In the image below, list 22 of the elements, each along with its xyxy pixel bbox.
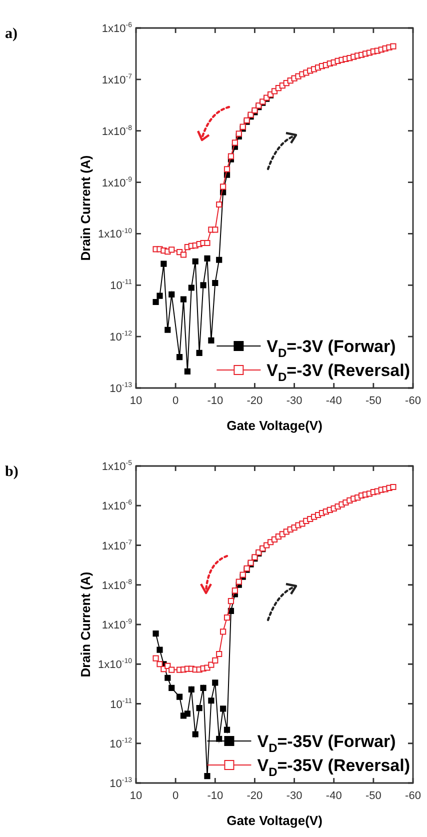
x-axis-title: Gate Voltage(V) xyxy=(226,813,322,828)
x-tick-label: 10 xyxy=(130,395,142,407)
x-tick-label: -10 xyxy=(207,395,224,407)
x-tick-label: 0 xyxy=(172,395,179,407)
x-tick-label: -60 xyxy=(405,790,421,802)
y-axis-title: Drain Current (A) xyxy=(78,155,93,261)
x-tick-label: -40 xyxy=(326,790,342,802)
x-tick-label: 0 xyxy=(172,790,179,802)
x-tick-label: -60 xyxy=(405,395,421,407)
x-tick-label: -50 xyxy=(365,790,382,802)
x-tick-label: -20 xyxy=(246,790,263,802)
x-axis-title: Gate Voltage(V) xyxy=(226,418,322,433)
x-tick-label: -10 xyxy=(207,790,224,802)
y-axis-title: Drain Current (A) xyxy=(78,572,93,678)
x-tick-label: -50 xyxy=(365,395,382,407)
x-tick-label: -30 xyxy=(286,395,302,407)
x-tick-label: -30 xyxy=(286,790,302,802)
x-tick-label: -20 xyxy=(246,395,263,407)
x-tick-label: 10 xyxy=(130,790,142,802)
text: b) xyxy=(5,464,18,480)
x-tick-label: -40 xyxy=(326,395,342,407)
text: a) xyxy=(5,26,18,42)
